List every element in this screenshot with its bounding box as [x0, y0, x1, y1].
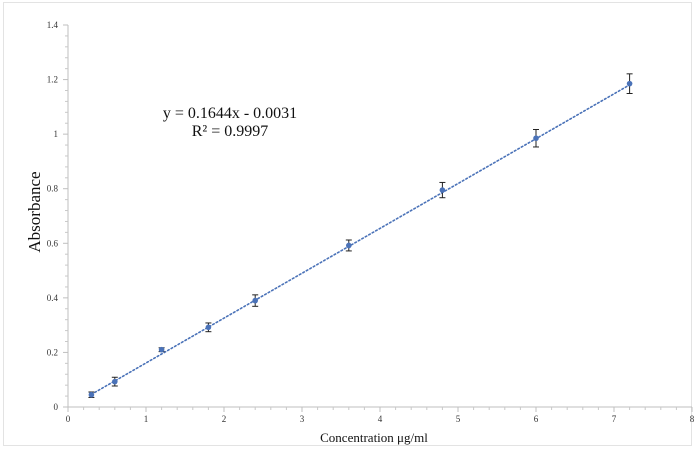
data-points	[88, 73, 633, 398]
data-point	[252, 297, 258, 304]
chart-frame	[3, 2, 692, 446]
data-point	[112, 378, 118, 385]
y-tick-label: 0.2	[47, 347, 58, 357]
data-point	[205, 324, 212, 331]
x-tick-label: 1	[144, 414, 149, 424]
y-tick-label: 0.4	[47, 293, 59, 303]
y-tick-label: 1.4	[47, 20, 59, 30]
x-tick-label: 4	[378, 414, 383, 424]
data-point	[158, 346, 165, 353]
x-tick-label: 0	[66, 414, 71, 424]
data-point	[533, 135, 539, 142]
r-squared-label: R² = 0.9997	[192, 123, 269, 140]
y-tick-label: 0.6	[47, 238, 59, 248]
trendline-equation: y = 0.1644x - 0.0031	[163, 105, 297, 122]
x-axis-ticks: 0 1 2 3 4 5 6 7 8	[66, 407, 695, 424]
y-tick-label: 1	[54, 129, 59, 139]
x-tick-label: 5	[456, 414, 461, 424]
y-tick-label: 0	[54, 402, 59, 412]
x-tick-label: 2	[222, 414, 227, 424]
data-point	[626, 80, 633, 87]
y-axis-ticks: 0 0.2 0.4 0.6 0.8 1 1.2 1.4	[47, 20, 68, 412]
x-tick-label: 8	[690, 414, 695, 424]
x-axis-title: Concentration μg/ml	[320, 430, 428, 445]
x-tick-label: 7	[612, 414, 617, 424]
y-tick-label: 0.8	[47, 184, 59, 194]
x-tick-label: 3	[300, 414, 305, 424]
trendline	[90, 84, 631, 396]
data-point	[88, 391, 95, 398]
axes: 0 1 2 3 4 5 6 7 8 0 0.2 0.4 0.6 0.8 1 1.2 1.4	[47, 20, 695, 424]
y-tick-label: 1.2	[47, 75, 58, 85]
data-point	[346, 242, 352, 249]
y-axis-title: Absorbance	[25, 171, 44, 252]
x-tick-label: 6	[534, 414, 539, 424]
data-point	[439, 187, 446, 193]
